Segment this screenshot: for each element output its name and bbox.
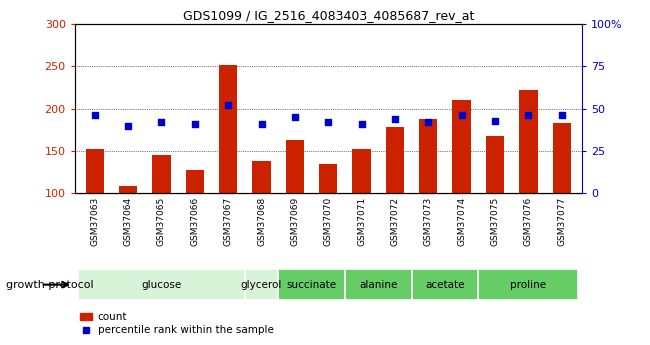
Point [556, 113, 567, 118]
Bar [86, 149, 104, 193]
Bar [245, 269, 278, 300]
Text: alanine: alanine [359, 280, 397, 289]
Bar [352, 149, 370, 193]
Bar [552, 123, 571, 193]
Text: GSM37076: GSM37076 [524, 197, 533, 246]
Bar [319, 164, 337, 193]
Text: GSM37068: GSM37068 [257, 197, 266, 246]
Point [423, 119, 434, 125]
Text: proline: proline [510, 280, 547, 289]
Point [290, 114, 300, 120]
Bar [519, 90, 538, 193]
Text: GSM37074: GSM37074 [457, 197, 466, 246]
Bar [411, 269, 478, 300]
Text: GSM37066: GSM37066 [190, 197, 200, 246]
Text: GSM37072: GSM37072 [391, 197, 400, 246]
Text: acetate: acetate [425, 280, 465, 289]
Text: GSM37064: GSM37064 [124, 197, 133, 246]
Text: growth protocol: growth protocol [6, 280, 94, 289]
Bar [386, 127, 404, 193]
Point [223, 102, 233, 108]
Bar [278, 269, 345, 300]
Point [390, 116, 400, 121]
Bar [478, 269, 578, 300]
Text: GSM37065: GSM37065 [157, 197, 166, 246]
Title: GDS1099 / IG_2516_4083403_4085687_rev_at: GDS1099 / IG_2516_4083403_4085687_rev_at [183, 9, 474, 22]
Point [123, 123, 133, 128]
Text: GSM37077: GSM37077 [557, 197, 566, 246]
Bar [286, 140, 304, 193]
Legend: count, percentile rank within the sample: count, percentile rank within the sample [80, 312, 274, 335]
Text: glucose: glucose [141, 280, 181, 289]
Bar [486, 136, 504, 193]
Bar [186, 169, 204, 193]
Bar [152, 155, 171, 193]
Point [523, 113, 534, 118]
Text: succinate: succinate [287, 280, 337, 289]
Point [490, 118, 501, 123]
Bar [78, 269, 245, 300]
Text: glycerol: glycerol [241, 280, 282, 289]
Bar [419, 119, 437, 193]
Text: GSM37063: GSM37063 [90, 197, 99, 246]
Bar [119, 186, 137, 193]
Text: GSM37067: GSM37067 [224, 197, 233, 246]
Bar [345, 269, 411, 300]
Text: GSM37075: GSM37075 [491, 197, 500, 246]
Text: GSM37070: GSM37070 [324, 197, 333, 246]
Bar [452, 100, 471, 193]
Point [356, 121, 367, 127]
Bar [219, 65, 237, 193]
Point [190, 121, 200, 127]
Point [156, 119, 166, 125]
Point [256, 121, 266, 127]
Text: GSM37069: GSM37069 [291, 197, 300, 246]
Point [323, 119, 333, 125]
Point [90, 113, 100, 118]
Text: GSM37071: GSM37071 [357, 197, 366, 246]
Text: GSM37073: GSM37073 [424, 197, 433, 246]
Point [456, 113, 467, 118]
Bar [252, 161, 270, 193]
